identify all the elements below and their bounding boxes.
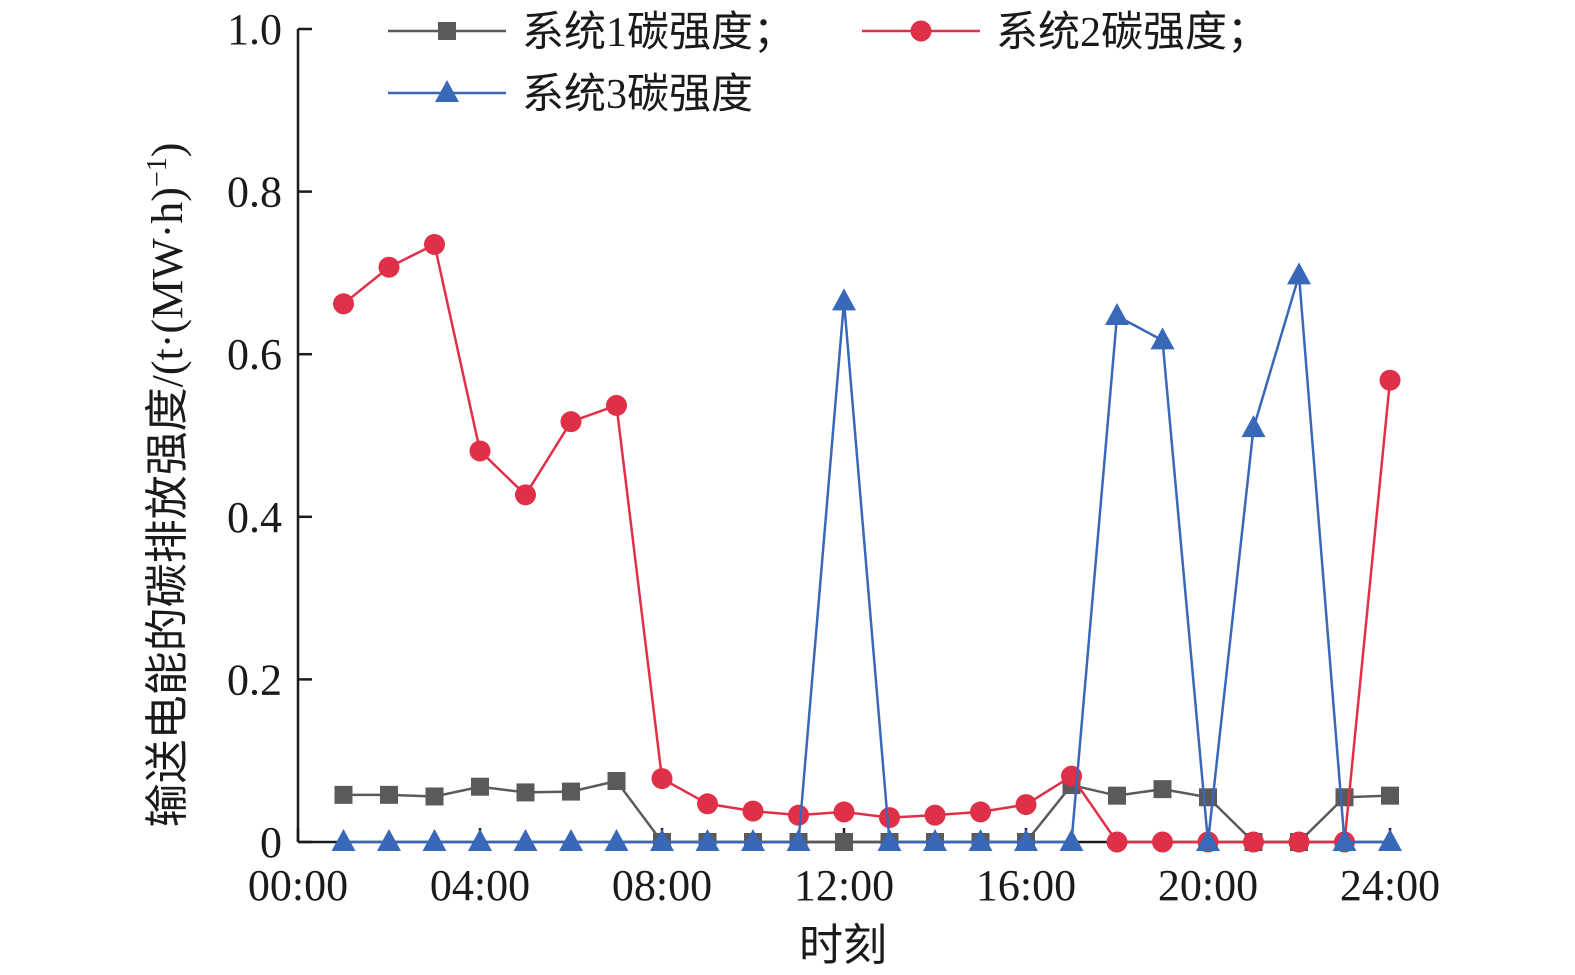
data-point xyxy=(1153,780,1172,799)
data-point xyxy=(879,807,900,829)
data-point xyxy=(516,783,535,802)
data-point xyxy=(650,829,674,851)
data-point xyxy=(604,829,629,851)
data-point xyxy=(606,394,627,416)
legend-marker xyxy=(910,20,932,42)
legend-marker xyxy=(438,22,456,40)
x-tick-label: 08:00 xyxy=(612,861,712,910)
data-point xyxy=(742,800,764,822)
x-tick-label: 04:00 xyxy=(430,861,530,910)
data-point xyxy=(1381,786,1399,805)
data-point xyxy=(1106,831,1128,853)
data-point xyxy=(1105,302,1129,325)
legend-label: 系统3碳强度 xyxy=(522,72,753,118)
data-point xyxy=(1243,831,1264,853)
legend-marker xyxy=(435,80,459,102)
series-2 xyxy=(333,233,1401,853)
data-point xyxy=(877,829,902,851)
data-point xyxy=(378,256,400,278)
data-point xyxy=(695,829,720,851)
data-point xyxy=(380,785,398,804)
data-point xyxy=(1196,829,1220,851)
data-point xyxy=(1288,831,1310,853)
data-point xyxy=(513,829,538,851)
x-tick-label: 20:00 xyxy=(1158,861,1258,910)
data-point xyxy=(607,772,626,791)
data-point xyxy=(788,804,809,826)
data-point xyxy=(1150,327,1175,350)
series-line xyxy=(342,242,1392,844)
data-point xyxy=(1108,786,1126,805)
data-point xyxy=(1059,829,1084,851)
data-point xyxy=(560,411,582,433)
x-axis-title: 时刻 xyxy=(799,921,887,970)
y-tick-label: 0 xyxy=(260,818,282,867)
legend-label: 系统2碳强度； xyxy=(996,10,1269,56)
data-point xyxy=(923,829,947,851)
x-tick-label: 16:00 xyxy=(976,861,1076,910)
data-point xyxy=(1287,262,1311,285)
data-point xyxy=(425,787,444,806)
ticks: 0 0.2 0.4 0.6 0.8 1.0 00:00 04:00 08:00 12:00 16:0… xyxy=(227,5,1440,910)
axes xyxy=(296,29,1394,844)
data-point xyxy=(1152,831,1173,853)
data-point xyxy=(1335,788,1354,807)
y-axis-title-close: ) xyxy=(143,143,192,158)
data-point xyxy=(1014,829,1038,851)
data-point xyxy=(377,829,401,851)
data-point xyxy=(559,829,583,851)
series-3 xyxy=(331,262,1402,851)
data-point xyxy=(1378,829,1402,851)
series-line xyxy=(343,779,1391,844)
legend-item-1: 系统1碳强度； xyxy=(388,10,795,56)
data-point xyxy=(1379,369,1401,391)
legend-item-2: 系统2碳强度； xyxy=(862,10,1269,56)
legend: 系统1碳强度； 系统2碳强度； 系统3碳强度 xyxy=(388,10,1269,118)
data-point xyxy=(697,793,718,815)
data-point xyxy=(468,829,492,851)
y-tick-label: 0.6 xyxy=(227,330,282,379)
data-point xyxy=(422,829,447,851)
data-point xyxy=(562,782,580,801)
data-point xyxy=(333,293,354,315)
y-tick-label: 0.4 xyxy=(227,493,282,542)
data-point xyxy=(786,829,811,851)
data-point xyxy=(835,833,853,851)
data-point xyxy=(970,801,991,823)
legend-label: 系统1碳强度； xyxy=(522,10,795,56)
data-point xyxy=(833,801,855,823)
y-tick-label: 0.8 xyxy=(227,168,282,217)
data-point xyxy=(741,829,765,851)
y-tick-label: 1.0 xyxy=(227,5,282,54)
data-point xyxy=(832,288,856,311)
series-layer xyxy=(331,233,1402,853)
y-axis-title-superscript: −1 xyxy=(142,157,173,187)
legend-item-3: 系统3碳强度 xyxy=(388,72,753,118)
data-point xyxy=(1015,794,1037,816)
x-tick-label: 00:00 xyxy=(248,861,348,910)
data-point xyxy=(1332,829,1357,851)
data-point xyxy=(469,440,491,462)
x-tick-label: 12:00 xyxy=(794,861,894,910)
data-point xyxy=(515,484,536,506)
data-point xyxy=(651,768,673,790)
data-point xyxy=(334,785,353,804)
x-tick-label: 24:00 xyxy=(1340,861,1440,910)
data-point xyxy=(968,829,993,851)
data-point xyxy=(1241,415,1266,438)
series-line xyxy=(343,274,1390,844)
data-point xyxy=(924,804,946,826)
y-axis-title-main: 输送电能的碳排放强度/(t·(MW·h) xyxy=(143,187,192,827)
series-1 xyxy=(334,772,1399,851)
data-point xyxy=(424,233,445,255)
data-point xyxy=(471,777,489,796)
y-axis-title: 输送电能的碳排放强度/(t·(MW·h)−1) xyxy=(142,143,192,828)
data-point xyxy=(331,829,356,851)
y-tick-label: 0.2 xyxy=(227,655,282,704)
